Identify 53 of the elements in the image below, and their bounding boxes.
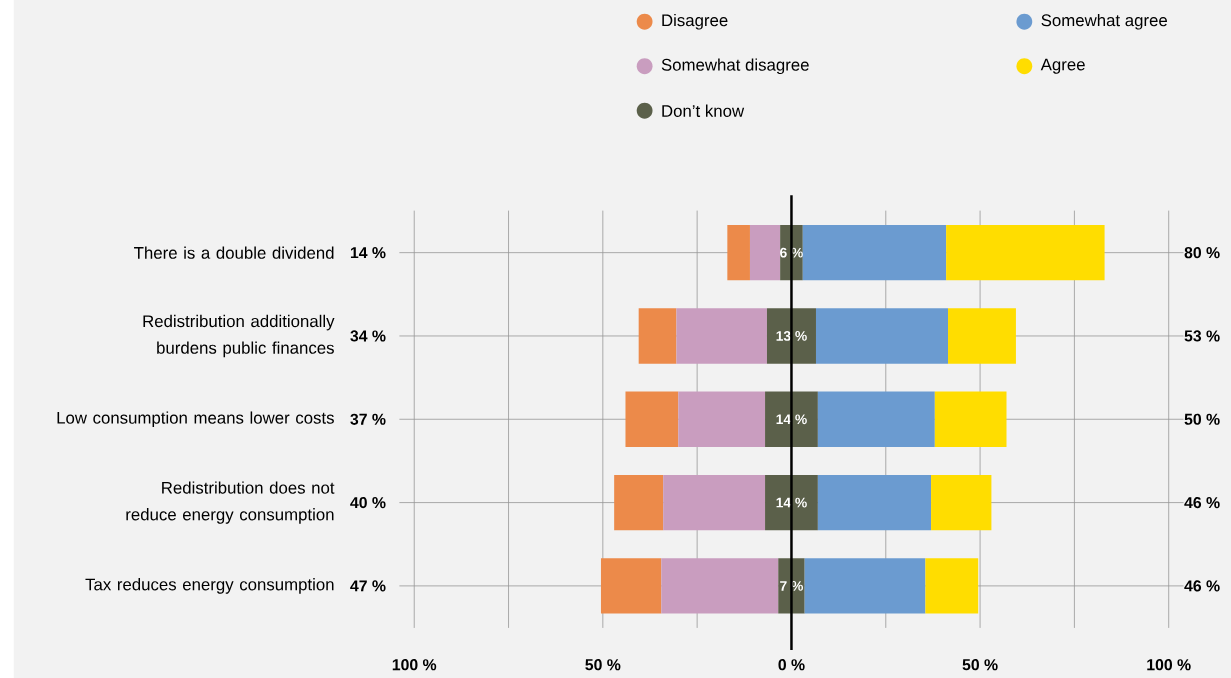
text: 80 % bbox=[1184, 246, 1220, 259]
data-label: 14 % bbox=[776, 414, 807, 424]
bar bbox=[614, 474, 664, 531]
data-label: 14 % bbox=[776, 497, 807, 508]
bar bbox=[678, 391, 766, 447]
text: 40 % bbox=[350, 496, 386, 509]
bar bbox=[765, 391, 818, 447]
legend-label: Somewhat agree bbox=[1041, 13, 1167, 30]
data-label: 13 % bbox=[776, 330, 807, 341]
bar bbox=[931, 474, 992, 531]
bar bbox=[948, 308, 1016, 364]
x-tick-label: 0 % bbox=[778, 658, 805, 671]
bar bbox=[815, 308, 949, 364]
text: 47 % bbox=[350, 580, 386, 592]
legend-label: Agree bbox=[1040, 58, 1085, 74]
data-label: 6 % bbox=[780, 247, 804, 258]
text: 14 % bbox=[350, 246, 386, 259]
x-tick-label: 50 % bbox=[585, 658, 621, 671]
bar bbox=[802, 224, 947, 281]
text: 50 % bbox=[1184, 413, 1220, 425]
bar bbox=[817, 391, 935, 447]
y-tick-label: Redistribution additionally burdens public finances bbox=[143, 314, 335, 357]
legend-label: Don’t know bbox=[662, 104, 745, 117]
y-tick-label: Tax reduces energy consumption bbox=[85, 577, 334, 594]
text: 46 % bbox=[1184, 496, 1220, 509]
x-tick-label: 100 % bbox=[392, 658, 437, 671]
bar bbox=[946, 224, 1105, 281]
bar bbox=[934, 391, 1007, 447]
bar bbox=[925, 558, 979, 614]
bar bbox=[765, 474, 818, 531]
data-label: 7 % bbox=[780, 580, 804, 591]
x-tick-label: 100 % bbox=[1147, 658, 1191, 671]
bar bbox=[766, 308, 816, 364]
legend-label: Disagree bbox=[662, 13, 728, 30]
text: 53 % bbox=[1184, 330, 1220, 342]
bar bbox=[600, 558, 662, 614]
x-tick-label: 50 % bbox=[962, 658, 998, 671]
text: 46 % bbox=[1184, 580, 1220, 592]
legend-label: Somewhat disagree bbox=[661, 58, 809, 74]
y-tick-label: There is a double dividend bbox=[134, 246, 334, 259]
text: 37 % bbox=[350, 413, 386, 425]
bar bbox=[727, 224, 750, 281]
bar bbox=[676, 308, 767, 364]
y-tick-label: Redistribution does not reduce energy consumption bbox=[126, 481, 335, 524]
bar bbox=[817, 474, 932, 531]
bar bbox=[663, 474, 766, 531]
bar bbox=[749, 224, 781, 281]
bar bbox=[661, 558, 779, 614]
y-tick-label: Low consumption means lower costs bbox=[57, 411, 334, 427]
text: 34 % bbox=[350, 330, 386, 342]
bar bbox=[638, 308, 677, 364]
bar bbox=[625, 391, 679, 447]
bar bbox=[804, 558, 926, 614]
